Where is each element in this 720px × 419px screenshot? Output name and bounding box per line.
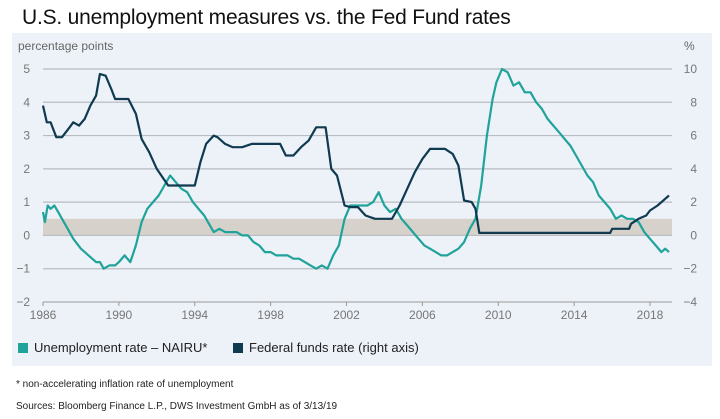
legend-item-fed-funds: Federal funds rate (right axis) (233, 340, 419, 355)
legend-label-fed-funds: Federal funds rate (right axis) (249, 340, 419, 355)
legend-item-unemployment: Unemployment rate – NAIRU* (18, 340, 207, 355)
x-tick-label: 1998 (257, 308, 284, 322)
nairu-shaded-band (43, 218, 672, 236)
legend-swatch-unemployment (18, 342, 28, 353)
right-y-tick-label: 6 (690, 129, 697, 143)
x-tick-label: 1990 (106, 308, 133, 322)
series-line-unemployment-nairu (41, 67, 670, 270)
right-y-tick-label: −4 (683, 295, 697, 309)
left-y-tick-label: 5 (23, 62, 30, 76)
right-y-tick-label: 10 (684, 62, 698, 76)
left-axis-unit-label: percentage points (18, 39, 114, 53)
x-tick-label: 2014 (561, 308, 588, 322)
series-line-federal-funds-rate (41, 72, 670, 234)
chart-panel (12, 33, 712, 366)
x-tick-label: 2002 (333, 308, 360, 322)
footnote: * non-accelerating inflation rate of une… (16, 379, 234, 390)
chart-title: U.S. unemployment measures vs. the Fed F… (22, 6, 511, 29)
left-y-tick-label: 0 (23, 228, 30, 242)
right-y-tick-label: 4 (690, 162, 697, 176)
right-y-tick-label: 8 (690, 95, 697, 109)
right-y-tick-label: 0 (690, 228, 697, 242)
x-tick-label: 1994 (181, 308, 208, 322)
x-tick-label: 2006 (409, 308, 436, 322)
x-tick-label: 2018 (637, 308, 664, 322)
sources-note: Sources: Bloomberg Finance L.P., DWS Inv… (16, 401, 338, 412)
x-tick-label: 1986 (30, 308, 57, 322)
left-y-tick-label: −1 (16, 262, 30, 276)
left-y-tick-label: 1 (23, 195, 30, 209)
left-y-tick-label: 2 (23, 162, 30, 176)
right-axis-unit-label: % (684, 39, 695, 53)
x-tick-label: 2010 (485, 308, 512, 322)
left-y-tick-label: 3 (23, 129, 30, 143)
left-y-tick-label: 4 (23, 95, 30, 109)
right-y-tick-label: −2 (683, 262, 697, 276)
legend-label-unemployment: Unemployment rate – NAIRU* (34, 340, 208, 355)
right-y-tick-label: 2 (690, 195, 697, 209)
legend-swatch-fed-funds (233, 342, 243, 353)
left-y-tick-label: −2 (16, 295, 30, 309)
